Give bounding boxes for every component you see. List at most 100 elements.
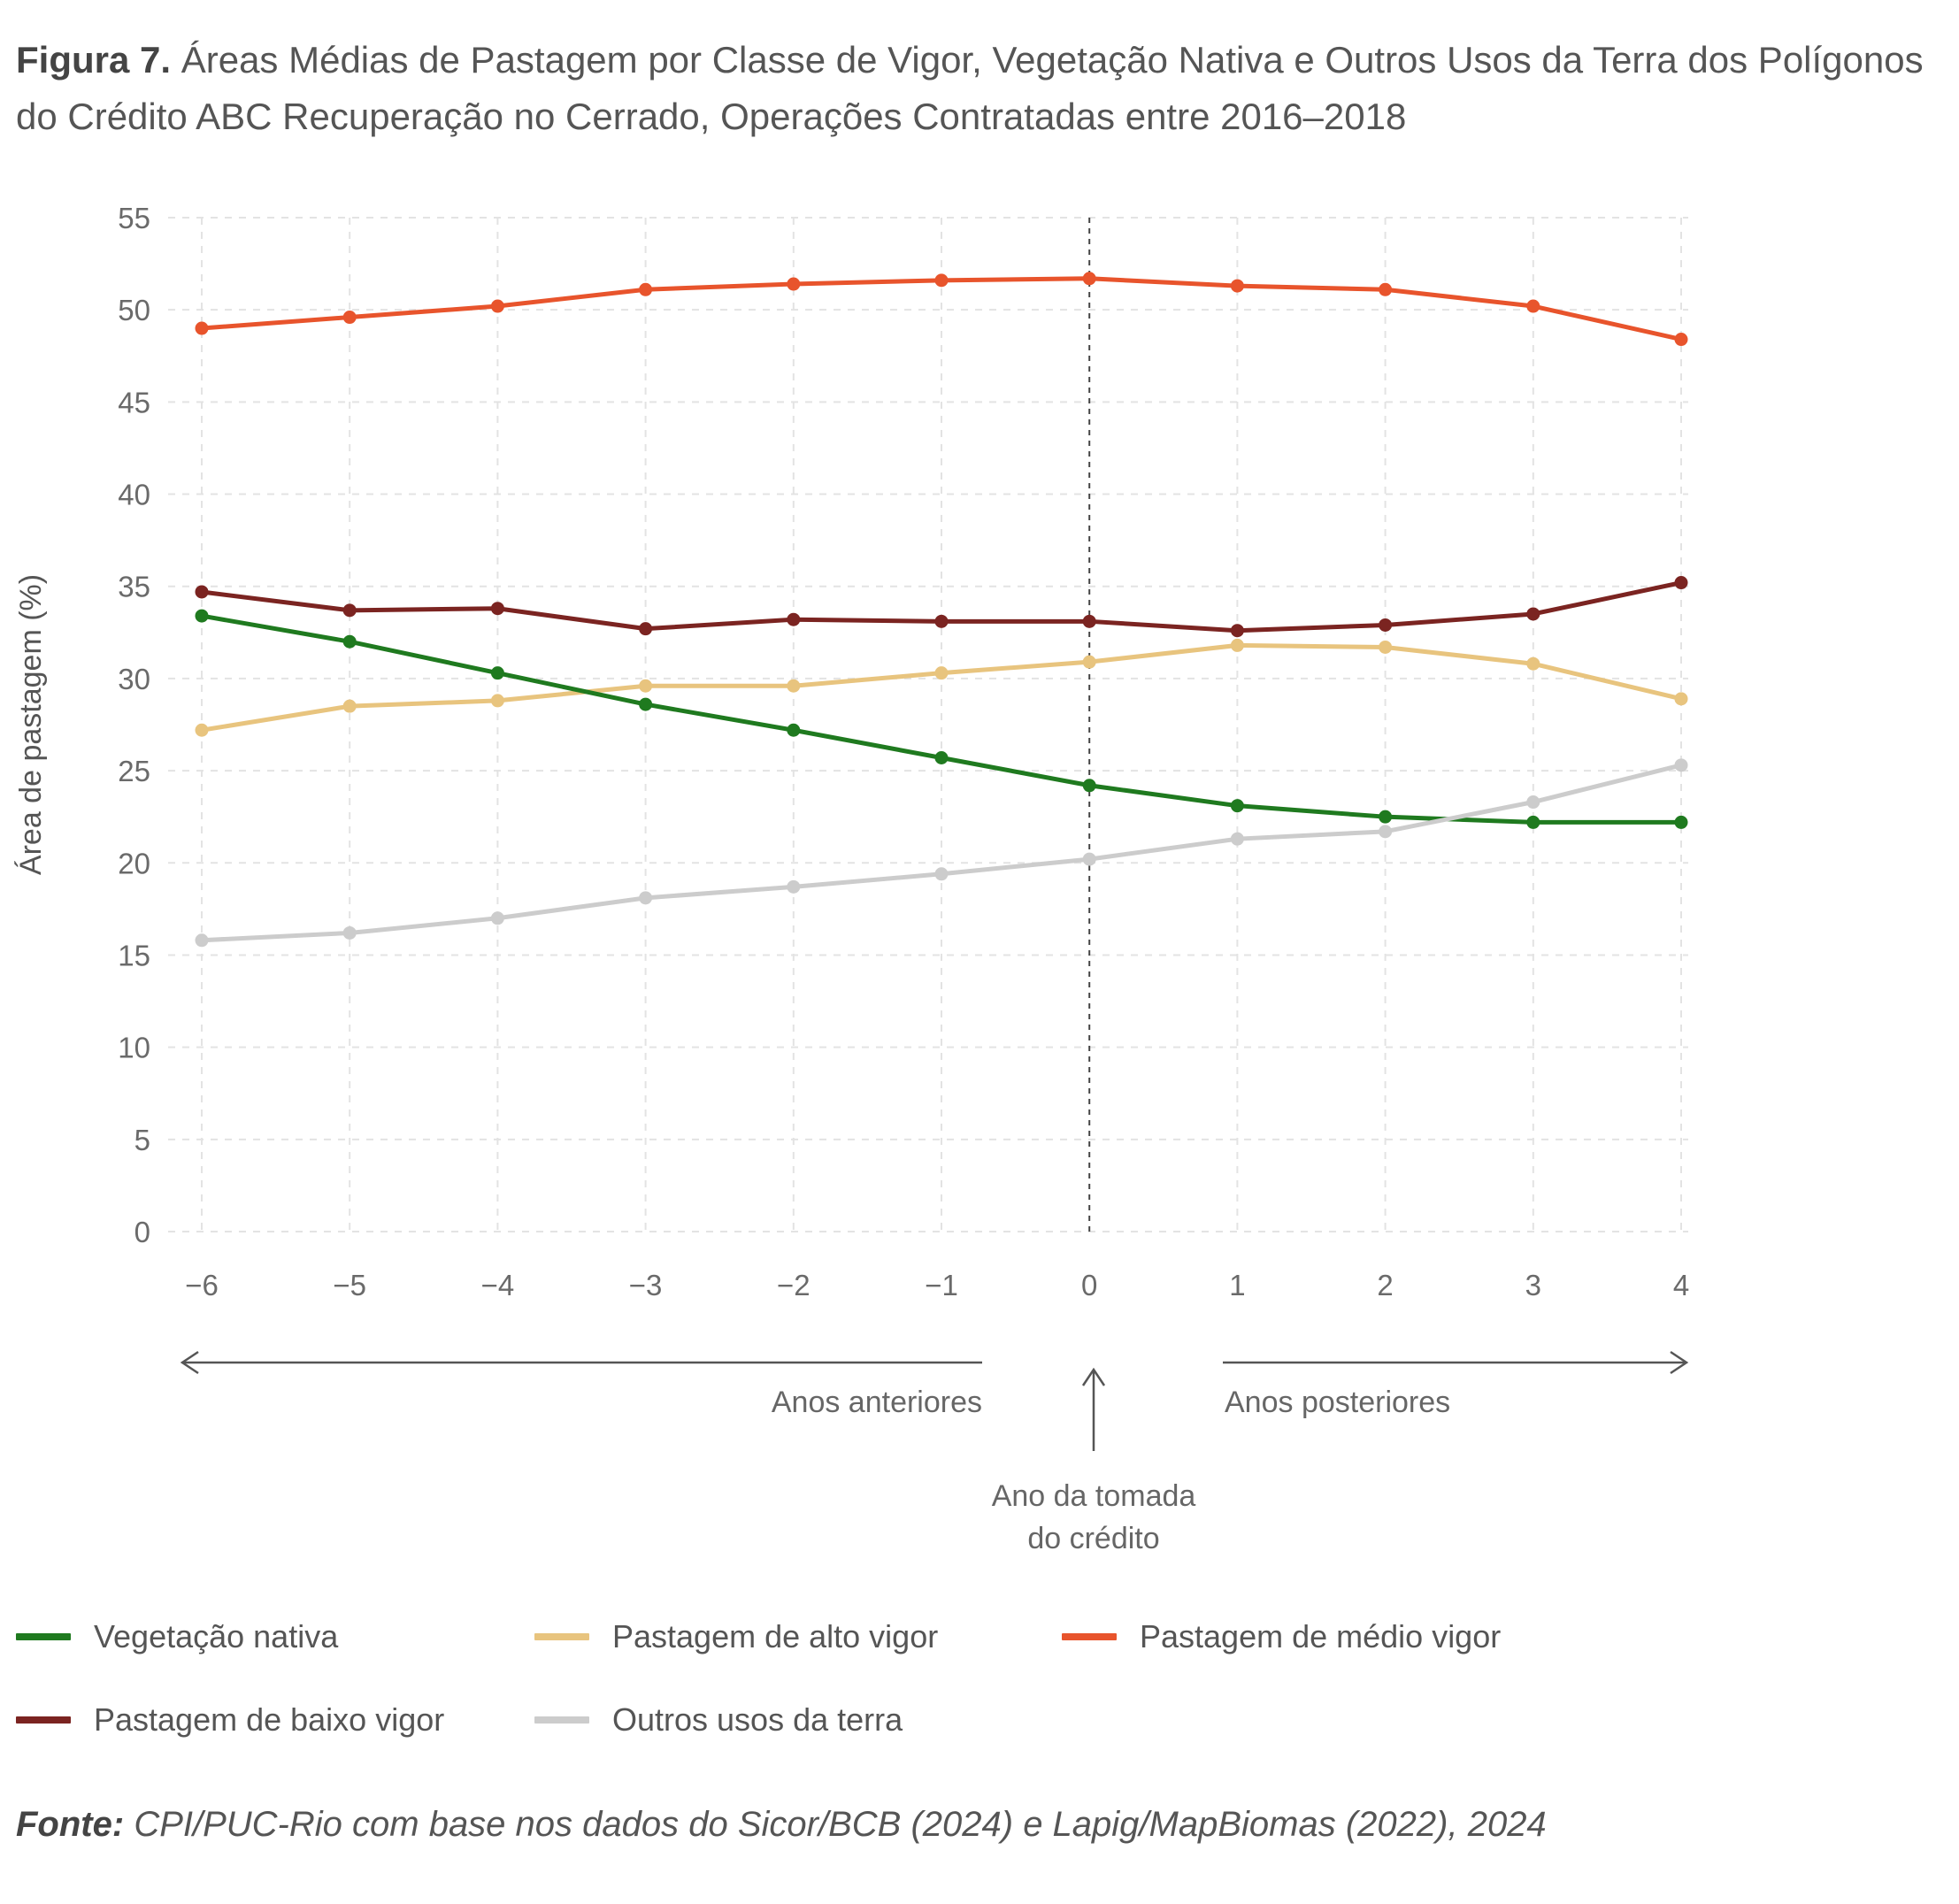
data-point xyxy=(1082,655,1096,669)
data-point xyxy=(342,603,357,618)
legend-swatch xyxy=(1062,1633,1117,1640)
y-tick-label: 55 xyxy=(118,202,150,234)
data-point xyxy=(1082,779,1096,793)
data-point xyxy=(787,612,801,626)
data-point xyxy=(787,679,801,693)
y-tick-label: 10 xyxy=(118,1032,150,1064)
source-note: Fonte: CPI/PUC-Rio com base nos dados do… xyxy=(16,1805,1547,1845)
x-tick-label: 2 xyxy=(1377,1269,1393,1301)
series xyxy=(195,758,1688,948)
data-point xyxy=(934,273,949,288)
data-point xyxy=(490,666,504,680)
data-point xyxy=(639,697,653,711)
data-point xyxy=(1230,799,1244,813)
x-tick-label: 0 xyxy=(1081,1269,1097,1301)
x-tick-label: −2 xyxy=(777,1269,810,1301)
y-tick-label: 20 xyxy=(118,847,150,879)
data-point xyxy=(1230,638,1244,652)
annotations xyxy=(180,1350,1689,1451)
annotation-after: Anos posteriores xyxy=(1225,1386,1450,1419)
series xyxy=(195,638,1688,737)
title-text: Áreas Médias de Pastagem por Classe de V… xyxy=(16,39,1924,137)
data-point xyxy=(195,609,209,623)
data-point xyxy=(342,925,357,940)
data-point xyxy=(934,614,949,628)
data-point xyxy=(1082,852,1096,866)
data-point xyxy=(1674,576,1688,590)
data-point xyxy=(787,879,801,894)
data-point xyxy=(639,679,653,693)
legend-item-outros-usos: Outros usos da terra xyxy=(534,1693,903,1747)
legend-label: Pastagem de baixo vigor xyxy=(94,1701,445,1738)
x-tick-label: 1 xyxy=(1229,1269,1245,1301)
data-point xyxy=(490,299,504,313)
annotation-before: Anos anteriores xyxy=(772,1386,982,1419)
y-tick-label: 0 xyxy=(134,1216,150,1248)
data-point xyxy=(1379,282,1393,296)
data-point xyxy=(934,751,949,765)
arrow-after-head xyxy=(1670,1350,1689,1375)
legend-item-alto-vigor: Pastagem de alto vigor xyxy=(534,1610,938,1663)
data-point xyxy=(1674,815,1688,829)
series xyxy=(195,576,1688,638)
y-tick-label: 35 xyxy=(118,571,150,603)
data-point xyxy=(639,891,653,905)
data-point xyxy=(1526,795,1540,810)
data-point xyxy=(639,282,653,296)
legend-swatch xyxy=(534,1633,589,1640)
y-tick-label: 5 xyxy=(134,1124,150,1156)
x-tick-label: 3 xyxy=(1525,1269,1541,1301)
legend-item-baixo-vigor: Pastagem de baixo vigor xyxy=(16,1693,444,1747)
data-point xyxy=(490,911,504,925)
y-tick-label: 30 xyxy=(118,663,150,695)
source-text: CPI/PUC-Rio com base nos dados do Sicor/… xyxy=(134,1805,1547,1844)
data-point xyxy=(1674,758,1688,772)
data-point xyxy=(1526,656,1540,671)
x-tick-label: −1 xyxy=(925,1269,958,1301)
legend-label: Vegetação nativa xyxy=(94,1618,339,1654)
line-chart: 0 5 10 15 20 25 30 35 40 45 50 55 −6 −5 −4 −3 −2 −1 0 1 2 3 4… xyxy=(14,202,1689,1555)
x-tick-label: −4 xyxy=(481,1269,515,1301)
source-label: Fonte: xyxy=(16,1805,125,1844)
series xyxy=(195,609,1688,829)
legend-label: Outros usos da terra xyxy=(612,1701,903,1738)
arrow-credit-year-head xyxy=(1081,1367,1106,1386)
data-point xyxy=(1379,618,1393,632)
y-axis-ticks: 0 5 10 15 20 25 30 35 40 45 50 55 xyxy=(118,202,150,1248)
arrow-before-head xyxy=(180,1350,199,1375)
data-point xyxy=(195,585,209,599)
legend-item-medio-vigor: Pastagem de médio vigor xyxy=(1062,1610,1501,1663)
data-point xyxy=(639,622,653,636)
legend-item-vegetacao-nativa: Vegetação nativa xyxy=(16,1610,338,1663)
x-tick-label: 4 xyxy=(1673,1269,1689,1301)
data-point xyxy=(342,699,357,713)
y-tick-label: 40 xyxy=(118,479,150,511)
data-point xyxy=(1674,333,1688,347)
annotation-credit-year-line2: do crédito xyxy=(1027,1522,1159,1555)
data-point xyxy=(195,321,209,335)
x-tick-label: −6 xyxy=(185,1269,219,1301)
data-point xyxy=(1379,640,1393,654)
data-point xyxy=(934,666,949,680)
data-point xyxy=(1526,607,1540,621)
x-tick-label: −3 xyxy=(629,1269,663,1301)
chart-title: Figura 7. Áreas Médias de Pastagem por C… xyxy=(16,32,1927,145)
data-point xyxy=(1379,810,1393,824)
annotation-credit-year-line1: Ano da tomada xyxy=(992,1479,1196,1513)
data-point xyxy=(1230,624,1244,638)
data-point xyxy=(195,723,209,737)
legend-swatch xyxy=(534,1716,589,1724)
data-point xyxy=(787,723,801,737)
x-axis-ticks: −6 −5 −4 −3 −2 −1 0 1 2 3 4 xyxy=(185,1269,1689,1301)
data-point xyxy=(787,277,801,291)
y-tick-label: 25 xyxy=(118,755,150,787)
y-axis-label: Área de pastagem (%) xyxy=(14,574,48,875)
grid-lines xyxy=(168,217,1688,1232)
y-tick-label: 50 xyxy=(118,294,150,326)
data-point xyxy=(1230,832,1244,846)
series xyxy=(195,272,1688,347)
y-tick-label: 45 xyxy=(118,386,150,418)
data-point xyxy=(342,311,357,325)
y-tick-label: 15 xyxy=(118,939,150,971)
data-point xyxy=(1082,272,1096,286)
